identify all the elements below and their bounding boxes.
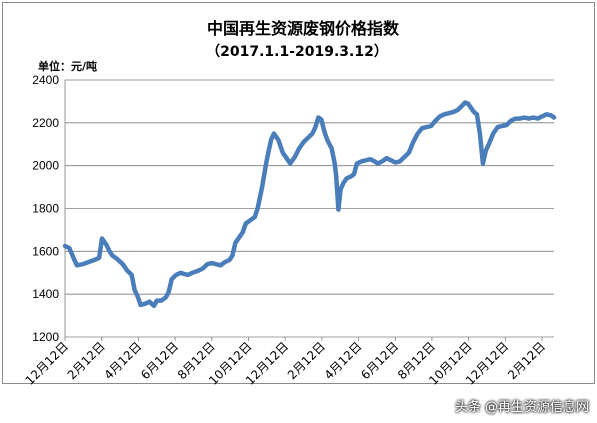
watermark-text: 头条 @再生资源信息网 [454,400,589,415]
x-tick-label: 2月12日 [65,339,108,382]
y-tick-label: 1400 [32,287,59,301]
chart-subtitle: （2017.1.1-2019.3.12） [206,44,388,60]
y-axis-unit-label: 单位：元/吨 [38,59,97,73]
y-axis-ticks: 1200 1400 1600 1800 2000 2200 2400 [32,73,59,344]
x-tick-label: 12月12日 [23,339,71,387]
x-tick-label: 4月12日 [322,339,365,382]
x-tick-label: 6月12日 [138,339,181,382]
y-tick-label: 2400 [32,73,59,87]
y-tick-label: 1200 [32,330,59,344]
y-tick-label: 1600 [32,244,59,258]
gridlines [64,79,554,338]
x-tick-label: 6月12日 [358,339,401,382]
y-tick-label: 2000 [32,159,59,173]
series-line-0 [62,100,557,309]
series-layer [62,100,557,309]
y-tick-label: 1800 [32,202,59,216]
y-tick-label: 2200 [32,116,59,130]
chart-frame [2,2,595,384]
x-tick-label: 2月12日 [505,339,548,382]
chart-title: 中国再生资源废钢价格指数 [207,19,400,38]
x-axis-ticks: 12月12日2月12日4月12日6月12日8月12日10月12日12月12日2月… [23,337,548,388]
x-tick-label: 4月12日 [101,339,144,382]
x-tick-label: 2月12日 [285,339,328,382]
